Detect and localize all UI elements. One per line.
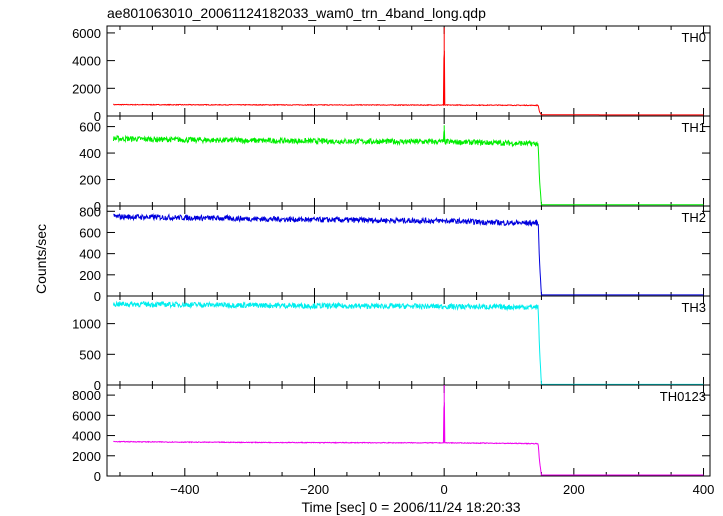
x-tick-label: 0 <box>441 482 448 497</box>
y-tick-label: 400 <box>79 247 101 262</box>
panel-label: TH0 <box>681 30 706 45</box>
y-tick-label: 4000 <box>72 54 101 69</box>
x-tick-label: 400 <box>693 482 715 497</box>
y-tick-label: 0 <box>94 469 101 484</box>
y-tick-label: 500 <box>79 347 101 362</box>
y-tick-label: 0 <box>94 289 101 304</box>
series-line-th2 <box>113 213 704 296</box>
panel-label: TH0123 <box>660 389 706 404</box>
y-tick-label: 0 <box>94 378 101 393</box>
y-tick-label: 8000 <box>72 388 101 403</box>
x-axis-label: Time [sec] 0 = 2006/11/24 18:20:33 <box>301 499 520 515</box>
y-tick-label: 200 <box>79 268 101 283</box>
y-tick-label: 600 <box>79 120 101 135</box>
series-line-th3 <box>113 300 704 385</box>
y-tick-label: 6000 <box>72 26 101 41</box>
y-tick-label: 1000 <box>72 317 101 332</box>
panel-label: TH1 <box>681 120 706 135</box>
panel-th0: 0 2000 4000 6000 TH0 <box>72 25 711 124</box>
x-tick-label: −200 <box>300 482 329 497</box>
series-line-th1 <box>113 125 704 206</box>
series-line-th0123 <box>113 385 704 476</box>
y-tick-label: 0 <box>94 199 101 214</box>
panel-th2: 0 200 400 600 800 TH2 <box>79 204 711 304</box>
x-tick-label: −400 <box>170 482 199 497</box>
y-axis-label: Counts/sec <box>33 224 49 294</box>
y-tick-label: 600 <box>79 225 101 240</box>
y-tick-label: 4000 <box>72 429 101 444</box>
x-tick-label: 200 <box>563 482 585 497</box>
y-tick-label: 2000 <box>72 81 101 96</box>
panel-frame <box>106 115 711 207</box>
y-tick-label: 0 <box>94 109 101 124</box>
y-tick-label: 200 <box>79 173 101 188</box>
chart-title: ae801063010_20061124182033_wam0_trn_4ban… <box>107 5 486 21</box>
panel-frame <box>106 384 711 477</box>
panel-th0123: 0 2000 4000 6000 8000 TH0123 <box>72 384 711 484</box>
y-tick-label: 6000 <box>72 408 101 423</box>
series-line-th0 <box>113 27 704 116</box>
y-tick-label: 2000 <box>72 449 101 464</box>
panel-th1: 0 200 400 600 TH1 <box>79 115 711 214</box>
panel-frame <box>106 295 711 386</box>
panel-label: TH3 <box>681 300 706 315</box>
panel-th3: 0 500 1000 TH3 <box>72 295 711 393</box>
panel-frame <box>106 25 711 117</box>
y-tick-label: 800 <box>79 204 101 219</box>
y-tick-label: 400 <box>79 146 101 161</box>
panel-label: TH2 <box>681 210 706 225</box>
